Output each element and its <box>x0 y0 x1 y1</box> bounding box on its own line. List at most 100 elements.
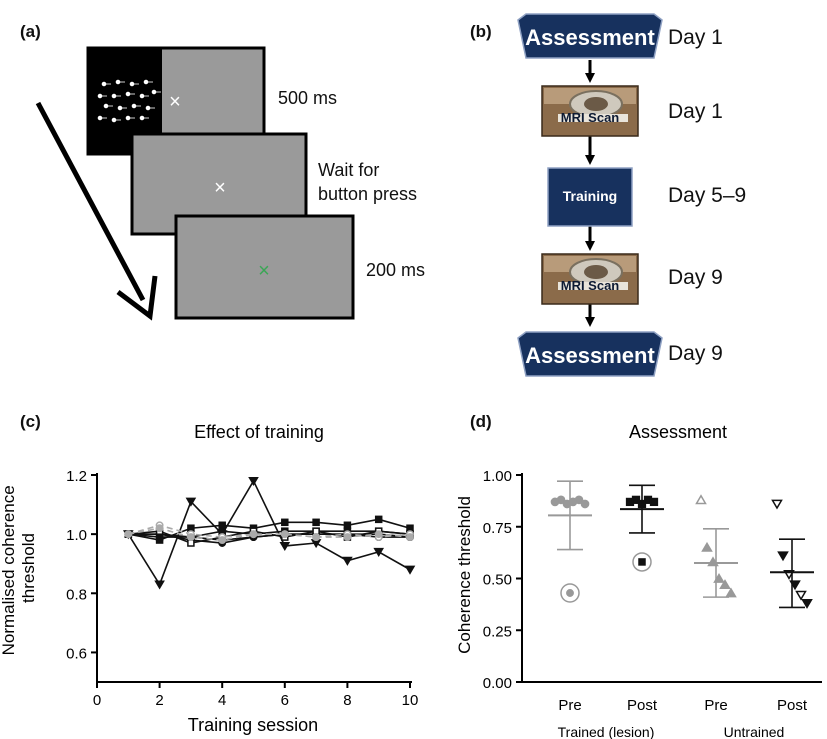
motion-dot <box>125 115 131 121</box>
motion-dot <box>117 105 123 111</box>
motion-dot <box>129 81 135 87</box>
chart-d-point <box>649 497 659 507</box>
chart-d-ytick-label: 0.00 <box>483 675 512 692</box>
day-label-1: Day 1 <box>668 26 723 49</box>
chart-d-outlier-point <box>566 589 574 597</box>
chart-d-category-label: Pre <box>558 697 581 714</box>
motion-dot <box>125 91 131 97</box>
chart-c-point <box>249 530 258 539</box>
chart-c-point <box>154 580 165 590</box>
chart-c-point <box>155 524 164 533</box>
motion-dot <box>139 93 145 99</box>
panel-label-a: (a) <box>20 22 41 41</box>
chart-c-xtick-label: 0 <box>93 692 101 709</box>
chart-c-point <box>406 533 414 542</box>
motion-dot <box>151 89 157 95</box>
fixation-cross-1: × <box>169 91 181 113</box>
motion-dot <box>143 79 149 85</box>
chart-d-outlier-ring <box>632 552 652 572</box>
chart-d-point <box>556 495 566 505</box>
chart-d-outlier-ring <box>560 583 580 603</box>
chart-d-point <box>771 499 783 510</box>
chart-c-point <box>279 542 291 552</box>
chart-c-ytick-label: 0.6 <box>66 645 87 662</box>
duration-200ms: 200 ms <box>366 260 426 280</box>
chart-d-category-label: Post <box>627 697 658 714</box>
motion-dots <box>97 79 161 123</box>
chart-c-point <box>248 476 259 486</box>
svg-text:MRI Scan: MRI Scan <box>561 110 620 125</box>
chart-c-xtick-label: 6 <box>281 692 289 709</box>
motion-dot <box>103 103 109 109</box>
chart-c-xtick-label: 2 <box>155 692 163 709</box>
chart-d-point <box>574 495 584 505</box>
training-step: Training <box>547 167 633 227</box>
chart-c-point <box>373 547 385 557</box>
fixation-cross-2: × <box>214 177 226 199</box>
assessment-step-1: Assessment <box>517 13 663 59</box>
chart-d-point <box>631 495 641 504</box>
assessment-step-2: Assessment <box>517 331 663 377</box>
panel-label-d: (d) <box>470 412 492 431</box>
motion-dot <box>101 81 107 87</box>
study-timeline-flowchart: Assessment MRI Scan Training MRI Scan As… <box>517 13 663 377</box>
chart-d-point <box>795 590 807 601</box>
chart-c-point <box>281 518 289 527</box>
chart-d-category-label: Pre <box>704 697 727 714</box>
chart-d-point <box>580 499 590 509</box>
chart-c-point <box>124 530 133 539</box>
training-effect-chart: Effect of training Training session Norm… <box>0 422 418 735</box>
chart-c-point <box>312 533 321 542</box>
chart-c-point <box>185 497 197 507</box>
chart-c-point <box>343 521 352 530</box>
chart-c-ylabel-line2: threshold <box>19 533 38 603</box>
chart-c-point <box>218 536 227 545</box>
chart-d-group-label: Trained (lesion) <box>558 724 655 739</box>
feedback-screen: × <box>174 214 355 320</box>
chart-c-point <box>374 530 383 539</box>
chart-c-ytick-label: 1.2 <box>66 468 87 485</box>
chart-c-ytick-label: 0.8 <box>66 586 87 603</box>
svg-text:Assessment: Assessment <box>525 25 655 50</box>
motion-dot <box>111 117 117 123</box>
svg-text:MRI Scan: MRI Scan <box>561 278 620 293</box>
chart-c-title: Effect of training <box>194 422 324 442</box>
panel-label-c: (c) <box>20 412 41 431</box>
motion-dot <box>139 115 145 121</box>
feedback-cross: × <box>258 260 270 282</box>
chart-c-point <box>342 556 353 566</box>
chart-d-point <box>801 598 813 609</box>
chart-c-point <box>343 533 352 542</box>
chart-c-point <box>280 530 289 539</box>
chart-d-ytick-label: 0.50 <box>483 572 512 589</box>
svg-text:Training: Training <box>563 188 617 204</box>
chart-d-point <box>701 541 713 552</box>
chart-d-point <box>695 494 707 505</box>
chart-d-point <box>719 579 731 590</box>
panel-label-b: (b) <box>470 22 492 41</box>
chart-c-ylabel: Normalised coherence threshold <box>0 481 38 656</box>
assessment-chart: Assessment Coherence threshold 0.00 0.25 0… <box>455 422 822 739</box>
time-arrow-head <box>116 275 158 321</box>
day-label-4: Day 9 <box>668 266 723 289</box>
motion-dot <box>111 93 117 99</box>
motion-dot <box>131 103 137 109</box>
chart-c-point <box>218 521 226 530</box>
day-label-2: Day 1 <box>668 100 723 123</box>
svg-text:Assessment: Assessment <box>525 343 655 368</box>
mri-scan-step-1: MRI Scan <box>541 85 639 137</box>
chart-c-series-line <box>128 527 411 541</box>
chart-d-title: Assessment <box>629 422 727 442</box>
chart-c-ylabel-line1: Normalised coherence <box>0 485 18 655</box>
chart-d-point <box>777 551 789 562</box>
chart-c-series-line <box>128 518 411 541</box>
chart-d-ylabel: Coherence threshold <box>455 496 474 654</box>
motion-dot <box>97 115 103 121</box>
chart-c-series-line <box>127 479 411 587</box>
motion-dot <box>97 93 103 99</box>
mri-scan-step-2: MRI Scan <box>541 253 639 305</box>
motion-dot <box>115 79 121 85</box>
chart-c-xtick-label: 4 <box>218 692 226 709</box>
chart-d-category-label: Post <box>777 697 808 714</box>
chart-c-point <box>186 533 195 542</box>
